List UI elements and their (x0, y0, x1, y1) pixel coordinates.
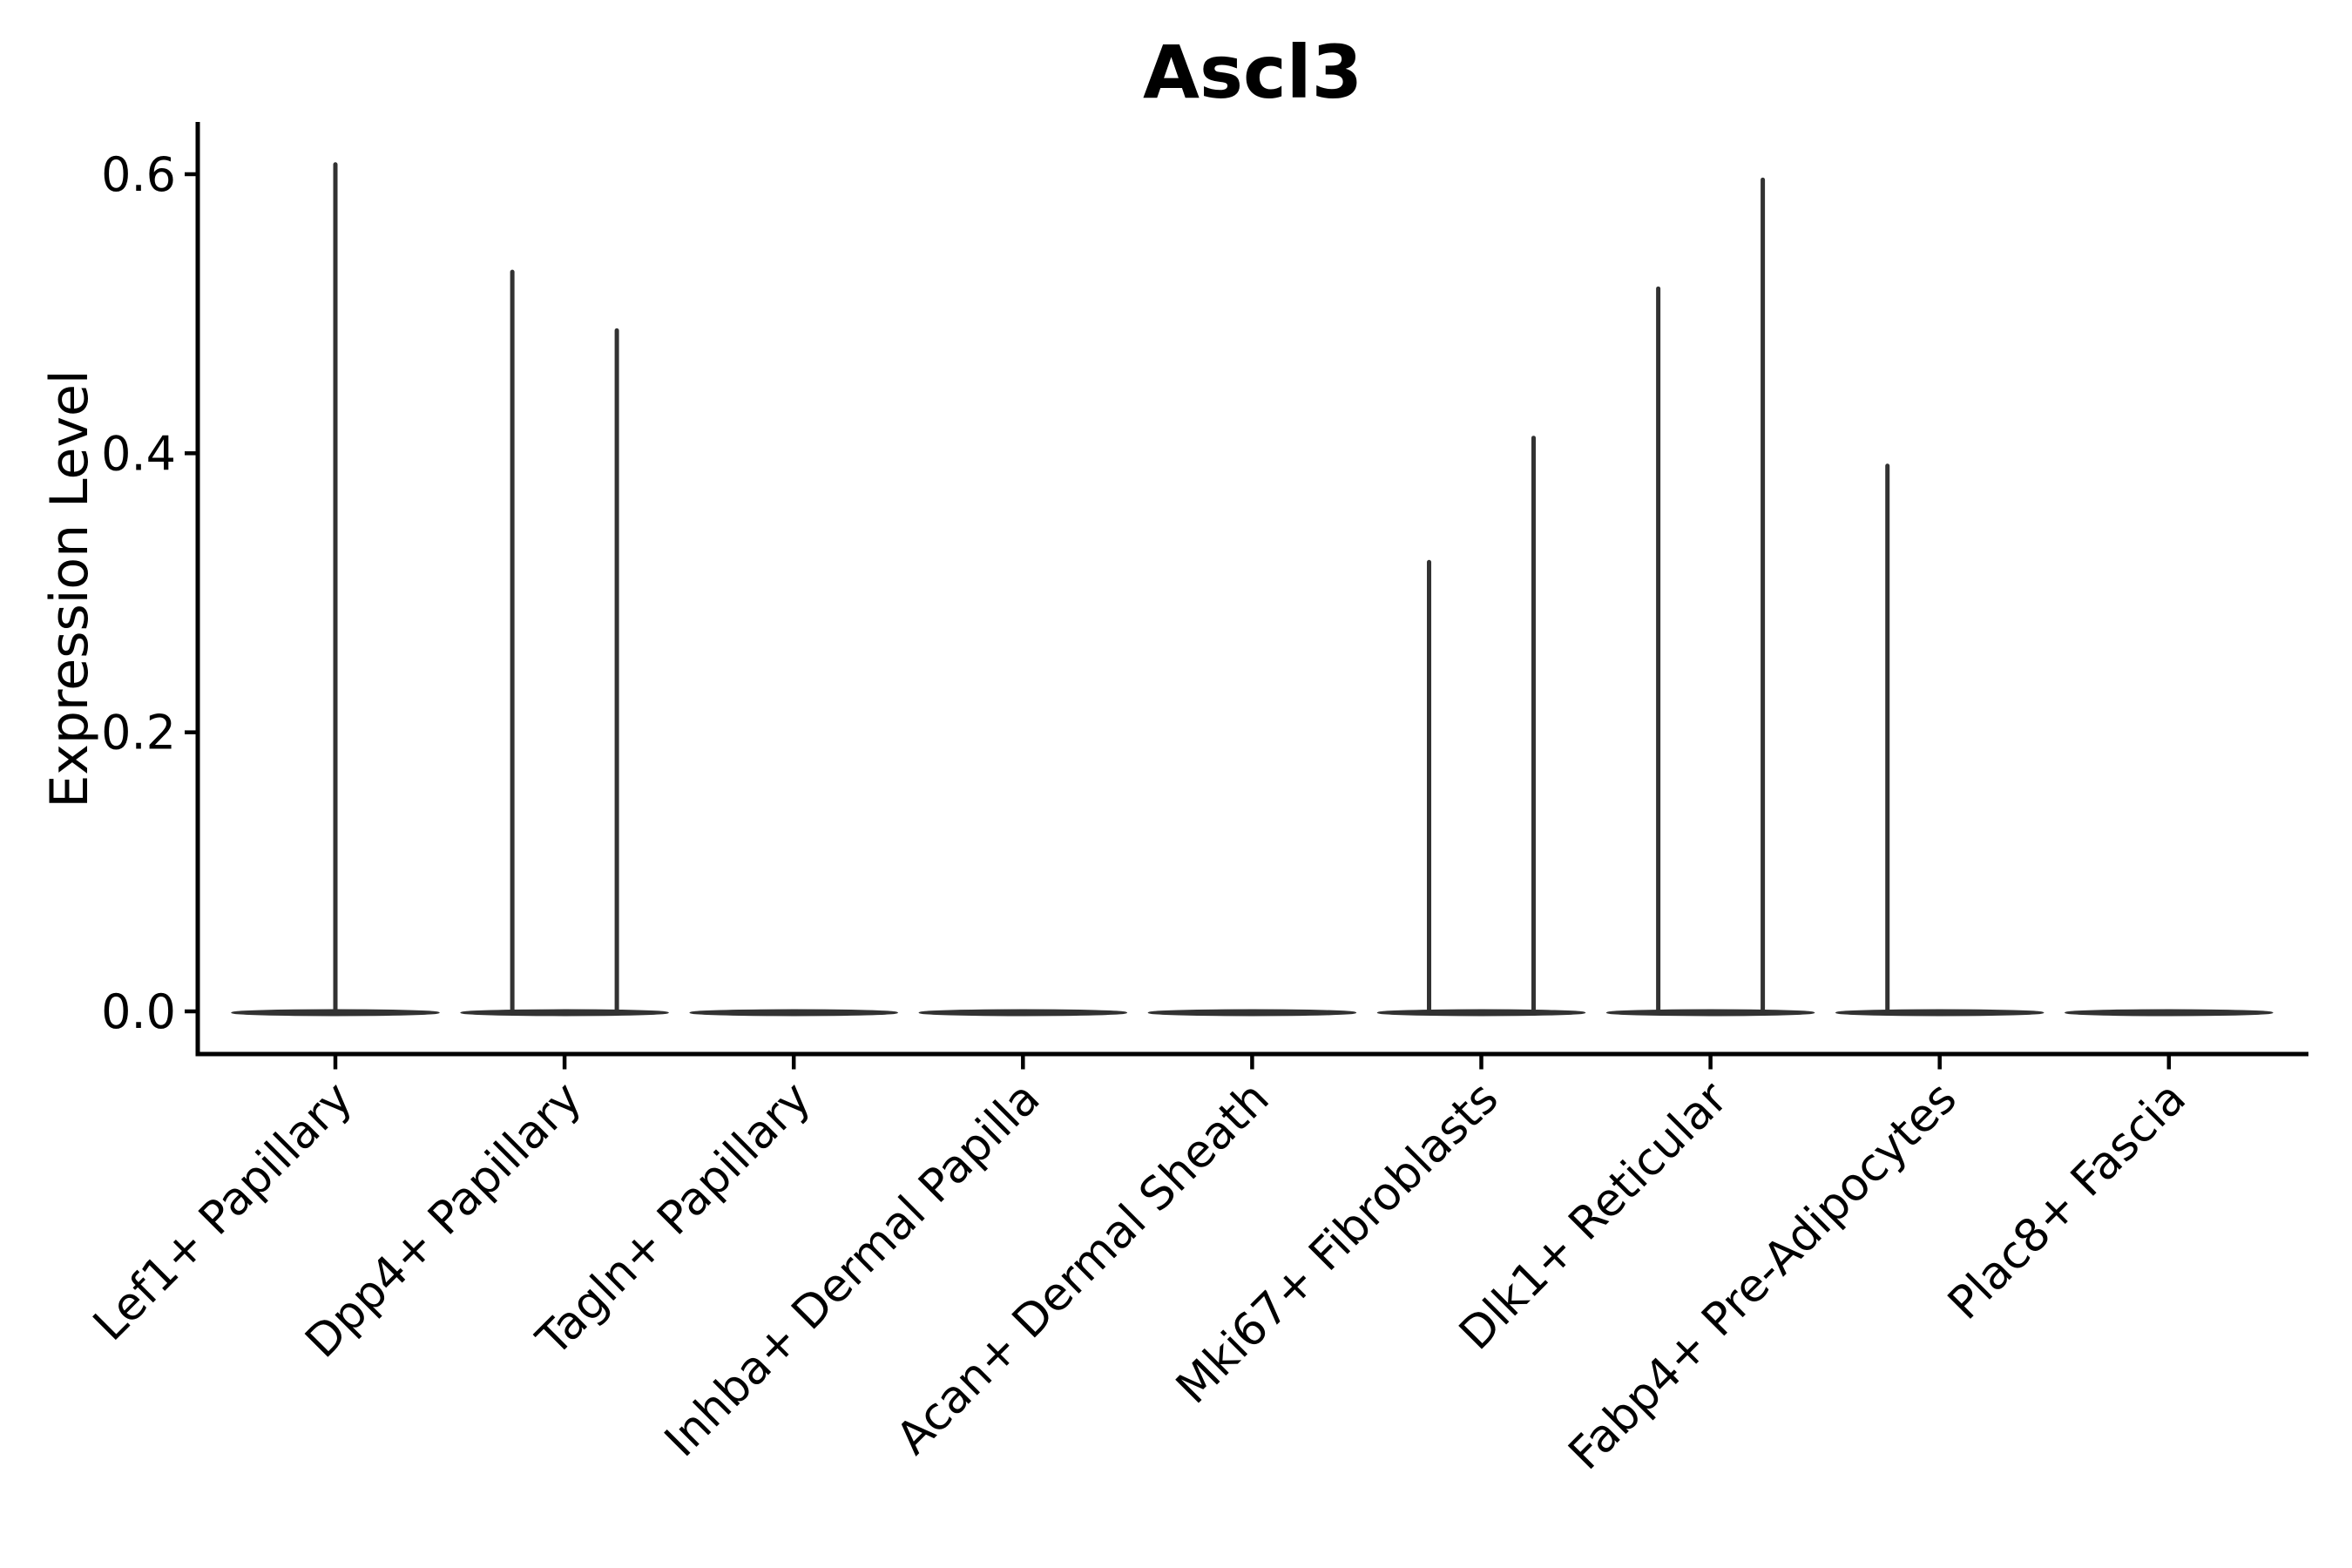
violin-body (689, 1009, 898, 1017)
violin-body (918, 1009, 1128, 1017)
x-tick-label: Plac8+ Fascia (1938, 1072, 2196, 1330)
violin-body (1376, 1009, 1586, 1017)
violin-body (1147, 1009, 1357, 1017)
violin-body (460, 1009, 669, 1017)
chart-title: Ascl3 (1143, 30, 1362, 115)
violin-body (1605, 1009, 1815, 1017)
violin-body (231, 1009, 440, 1017)
y-axis-label: Expression Level (39, 369, 100, 808)
x-tick-label: Fabp4+ Pre-Adipocytes (1559, 1072, 1967, 1480)
y-tick-label: 0.2 (101, 706, 176, 760)
violin-body (1835, 1009, 2044, 1017)
violin-body (2065, 1009, 2274, 1017)
y-tick-label: 0.6 (101, 147, 176, 202)
x-tick-label: Acan+ Dermal Sheath (887, 1072, 1280, 1465)
y-tick-label: 0.0 (101, 984, 176, 1039)
x-tick-label: Inhba+ Dermal Papilla (655, 1072, 1050, 1467)
y-tick-label: 0.4 (101, 426, 176, 481)
